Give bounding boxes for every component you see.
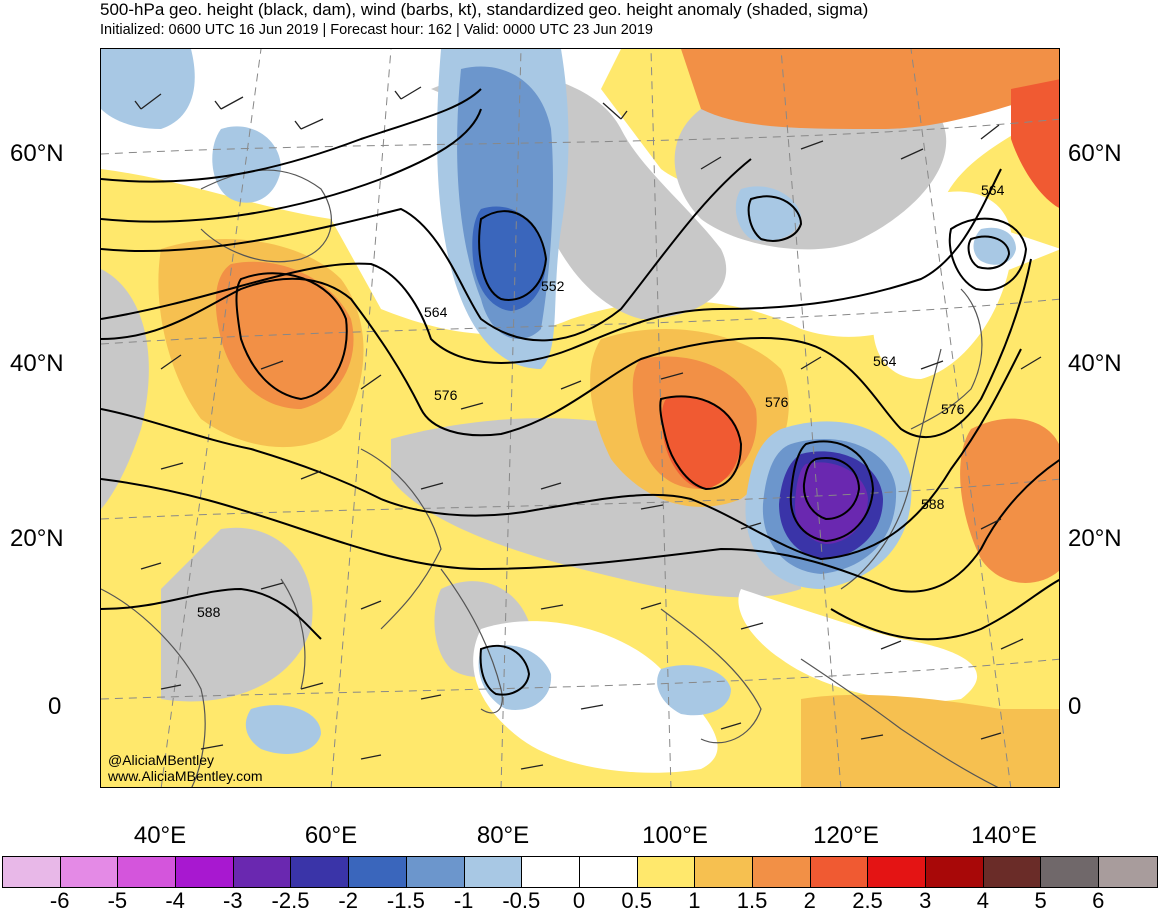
colorbar-label: 2 xyxy=(803,888,816,913)
colorbar-cell xyxy=(695,857,753,887)
contour-label: 576 xyxy=(434,387,458,403)
lat-label-left: 40°N xyxy=(10,350,64,377)
colorbar-cell xyxy=(579,857,638,887)
lat-label-left: 20°N xyxy=(10,525,64,552)
contour-label: 576 xyxy=(765,394,789,410)
map-graphic: 552 564 564 564 576 576 576 588 588 xyxy=(101,49,1059,787)
anomaly-darkorange-europe xyxy=(215,261,354,409)
anomaly-red-kamchatka xyxy=(1011,79,1059,208)
colorbar-cell xyxy=(752,857,811,887)
colorbar-label: -4 xyxy=(165,888,185,913)
lon-label: 100°E xyxy=(642,822,708,849)
colorbar-cell xyxy=(868,857,926,887)
lat-label-right: 0 xyxy=(1068,693,1082,720)
map-panel: 552 564 564 564 576 576 576 588 588 xyxy=(100,48,1060,788)
colorbar-cell xyxy=(3,857,61,887)
colorbar-cell xyxy=(233,857,292,887)
anomaly-gray-west xyxy=(101,269,149,509)
colorbar-label: -0.5 xyxy=(502,888,541,913)
colorbar-label: -6 xyxy=(49,888,70,913)
anomaly-blue-north xyxy=(472,206,546,311)
colorbar-label: 0 xyxy=(572,888,586,913)
colorbar-cell xyxy=(637,857,696,887)
colorbar-cell xyxy=(291,857,350,887)
colorbar-cell xyxy=(349,857,407,887)
colorbar-label: 6 xyxy=(1092,888,1105,913)
colorbar-label: -5 xyxy=(107,888,128,913)
contour-label: 588 xyxy=(197,604,221,620)
anomaly-lightblue-scand xyxy=(101,49,195,129)
colorbar-label: 4 xyxy=(976,888,990,913)
lon-label: 40°E xyxy=(133,822,187,849)
anomaly-gray-mideast xyxy=(161,527,313,702)
colorbar-label: 0.5 xyxy=(621,888,652,913)
anomaly-orange-south xyxy=(801,694,1059,787)
colorbar-label: 1 xyxy=(688,888,701,913)
contour-label: 564 xyxy=(981,182,1005,198)
lon-label: 120°E xyxy=(813,822,879,849)
colorbar-cell xyxy=(1099,857,1157,887)
colorbar-label: 2.5 xyxy=(852,888,883,913)
colorbar-cell xyxy=(176,857,234,887)
lat-label-left: 0 xyxy=(48,693,62,720)
lat-label-right: 60°N xyxy=(1068,140,1122,167)
colorbar-cell xyxy=(983,857,1042,887)
lat-label-right: 40°N xyxy=(1068,350,1122,377)
colorbar-label: -2.5 xyxy=(271,888,310,913)
anomaly-lightblue-scand2 xyxy=(212,126,281,203)
anomaly-white-pacific xyxy=(738,589,978,702)
wind-barbs xyxy=(134,86,1042,770)
lat-label-left: 60°N xyxy=(10,140,64,167)
contour-label: 588 xyxy=(921,496,945,512)
colorbar-cell xyxy=(464,857,523,887)
contour-labels: 552 564 564 564 576 576 576 588 588 xyxy=(197,182,1005,620)
colorbar-cell xyxy=(522,857,580,887)
colorbar-label: -3 xyxy=(223,888,243,913)
lon-label: 140°E xyxy=(971,822,1037,849)
anomaly-orange-siberia xyxy=(681,49,1059,129)
colorbar-label: -2 xyxy=(338,888,358,913)
anomaly-purple-ecs xyxy=(794,462,868,544)
colorbar-cell xyxy=(926,857,984,887)
colorbar-label: 3 xyxy=(919,888,932,913)
colorbar-cell xyxy=(60,857,119,887)
colorbar-cell xyxy=(118,857,177,887)
contour-label: 564 xyxy=(873,353,897,369)
lon-label: 80°E xyxy=(476,822,530,849)
credit-handle: @AliciaMBentley xyxy=(108,752,215,768)
credit-url: www.AliciaMBentley.com xyxy=(108,768,263,784)
anomaly-yellow-north xyxy=(281,49,1059,249)
anomaly-red-china xyxy=(661,396,741,489)
colorbar-cell xyxy=(810,857,869,887)
colorbar-label: 5 xyxy=(1034,888,1047,913)
colorbar-label: -1 xyxy=(453,888,474,913)
contour-label: 564 xyxy=(424,304,448,320)
contour-label: 552 xyxy=(541,278,565,294)
lon-label: 60°E xyxy=(304,822,358,849)
chart-title: 500-hPa geo. height (black, dam), wind (… xyxy=(100,0,869,19)
colorbar-cell xyxy=(406,857,465,887)
contour-label: 576 xyxy=(941,401,965,417)
colorbar-label: 1.5 xyxy=(736,888,768,913)
chart-subtitle: Initialized: 0600 UTC 16 Jun 2019 | Fore… xyxy=(100,22,653,38)
colorbar-label: -1.5 xyxy=(386,888,425,913)
lat-label-right: 20°N xyxy=(1068,525,1122,552)
anomaly-lightblue-africa xyxy=(245,705,321,754)
colorbar-cell xyxy=(1041,857,1100,887)
height-contours xyxy=(101,88,1059,696)
anomaly-lightblue-thailand xyxy=(657,665,731,716)
colorbar xyxy=(2,856,1158,888)
